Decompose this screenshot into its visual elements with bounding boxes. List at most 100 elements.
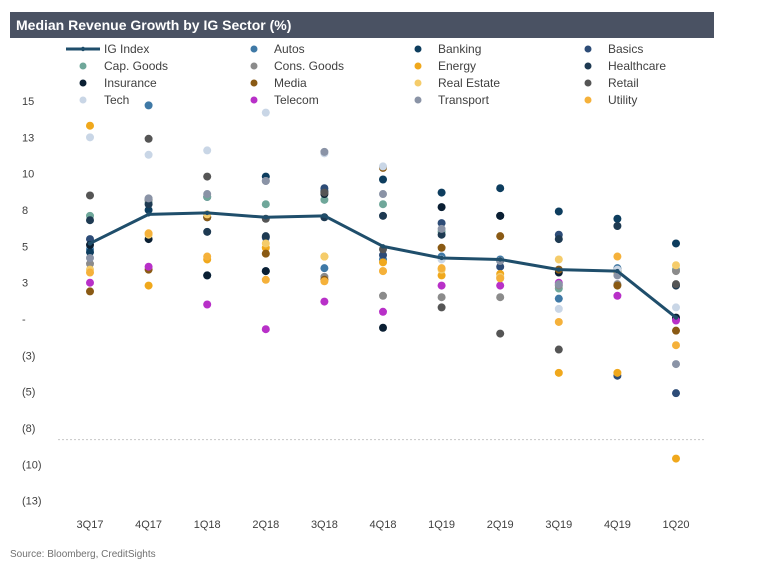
chart-title-bar: Median Revenue Growth by IG Sector (%) bbox=[10, 12, 714, 38]
y-tick-label: (3) bbox=[22, 350, 35, 362]
legend-label: Retail bbox=[608, 76, 639, 90]
ig-index-point bbox=[615, 268, 620, 274]
ig-index-point bbox=[87, 241, 93, 246]
ig-index-point bbox=[263, 215, 268, 220]
data-point bbox=[672, 454, 680, 463]
data-point bbox=[144, 134, 153, 143]
data-point bbox=[554, 255, 563, 264]
legend-marker bbox=[584, 45, 592, 53]
data-point bbox=[672, 360, 680, 369]
data-point bbox=[613, 214, 622, 223]
data-point bbox=[672, 280, 680, 289]
data-point bbox=[379, 200, 387, 209]
data-point bbox=[672, 326, 680, 335]
data-point bbox=[554, 368, 563, 377]
y-tick-label: 8 bbox=[22, 205, 28, 217]
legend-marker bbox=[250, 79, 258, 87]
data-point bbox=[320, 277, 329, 286]
data-point bbox=[379, 258, 387, 267]
data-point bbox=[379, 291, 387, 300]
y-tick-label: (13) bbox=[22, 496, 42, 508]
data-point bbox=[144, 194, 153, 203]
y-tick-label: 13 bbox=[22, 132, 34, 144]
data-point bbox=[86, 253, 94, 262]
y-tick-label: 10 bbox=[22, 169, 34, 181]
data-point bbox=[379, 267, 387, 276]
y-tick-label: 3 bbox=[22, 278, 28, 290]
legend-label: Telecom bbox=[274, 93, 319, 107]
data-point bbox=[261, 325, 270, 334]
data-point bbox=[203, 227, 212, 236]
ig-index-point bbox=[439, 255, 444, 261]
data-point bbox=[554, 235, 563, 244]
x-tick-label: 2Q19 bbox=[487, 519, 514, 531]
data-point bbox=[554, 280, 563, 289]
legend-label: Transport bbox=[438, 93, 490, 107]
chart-title: Median Revenue Growth by IG Sector (%) bbox=[16, 17, 292, 33]
ig-index-point bbox=[380, 244, 386, 249]
data-point bbox=[379, 307, 387, 316]
legend-label: Insurance bbox=[104, 76, 157, 90]
x-tick-label: 2Q18 bbox=[252, 519, 279, 531]
legend-label: Energy bbox=[438, 59, 476, 73]
ig-index-point bbox=[673, 315, 679, 320]
data-point bbox=[261, 108, 270, 117]
data-point bbox=[320, 252, 329, 261]
data-point bbox=[203, 300, 212, 309]
data-point bbox=[320, 297, 329, 306]
chart-source: Source: Bloomberg, CreditSights bbox=[10, 549, 156, 560]
x-tick-label: 4Q19 bbox=[604, 519, 631, 531]
data-point bbox=[86, 287, 94, 296]
data-point bbox=[144, 229, 153, 238]
ig-index-point bbox=[322, 213, 327, 219]
data-point bbox=[86, 268, 94, 277]
data-point bbox=[203, 146, 212, 155]
data-point bbox=[86, 133, 94, 142]
data-point bbox=[261, 275, 270, 284]
data-point bbox=[437, 203, 446, 212]
data-point bbox=[672, 239, 680, 248]
data-point bbox=[554, 294, 563, 303]
ig-index-point bbox=[205, 210, 210, 216]
x-tick-label: 4Q17 bbox=[135, 519, 162, 531]
data-point bbox=[554, 207, 563, 216]
legend-marker bbox=[79, 62, 87, 70]
legend-label: Basics bbox=[608, 42, 643, 56]
legend-label: Utility bbox=[608, 93, 637, 107]
ig-index-point bbox=[498, 257, 503, 262]
data-point bbox=[554, 304, 563, 313]
y-tick-label: (8) bbox=[22, 423, 35, 435]
data-point bbox=[613, 252, 622, 261]
data-point bbox=[437, 188, 446, 197]
legend-marker-ig-index bbox=[80, 46, 86, 52]
data-point bbox=[320, 195, 329, 204]
data-point bbox=[86, 216, 94, 225]
data-point bbox=[613, 291, 622, 300]
legend-label: Banking bbox=[438, 42, 481, 56]
data-point bbox=[496, 329, 505, 338]
data-point bbox=[613, 281, 622, 290]
data-point bbox=[86, 191, 94, 200]
data-point bbox=[320, 264, 329, 273]
legend-marker bbox=[584, 79, 592, 87]
data-point bbox=[261, 249, 270, 258]
data-point bbox=[437, 230, 446, 239]
data-point bbox=[496, 184, 505, 193]
x-tick-label: 1Q18 bbox=[194, 519, 221, 531]
data-point bbox=[437, 293, 446, 302]
data-point bbox=[437, 271, 446, 280]
data-point bbox=[144, 281, 153, 290]
data-point bbox=[203, 172, 212, 181]
legend-label: Autos bbox=[274, 42, 305, 56]
data-point bbox=[437, 281, 446, 290]
data-point bbox=[86, 121, 94, 130]
data-point bbox=[144, 206, 153, 215]
legend-marker bbox=[414, 62, 422, 70]
data-point bbox=[672, 389, 680, 398]
data-point bbox=[437, 219, 446, 228]
legend-marker bbox=[414, 79, 422, 87]
legend-label: Tech bbox=[104, 93, 129, 107]
x-tick-label: 1Q19 bbox=[428, 519, 455, 531]
x-tick-label: 4Q18 bbox=[370, 519, 397, 531]
data-point bbox=[261, 200, 270, 209]
